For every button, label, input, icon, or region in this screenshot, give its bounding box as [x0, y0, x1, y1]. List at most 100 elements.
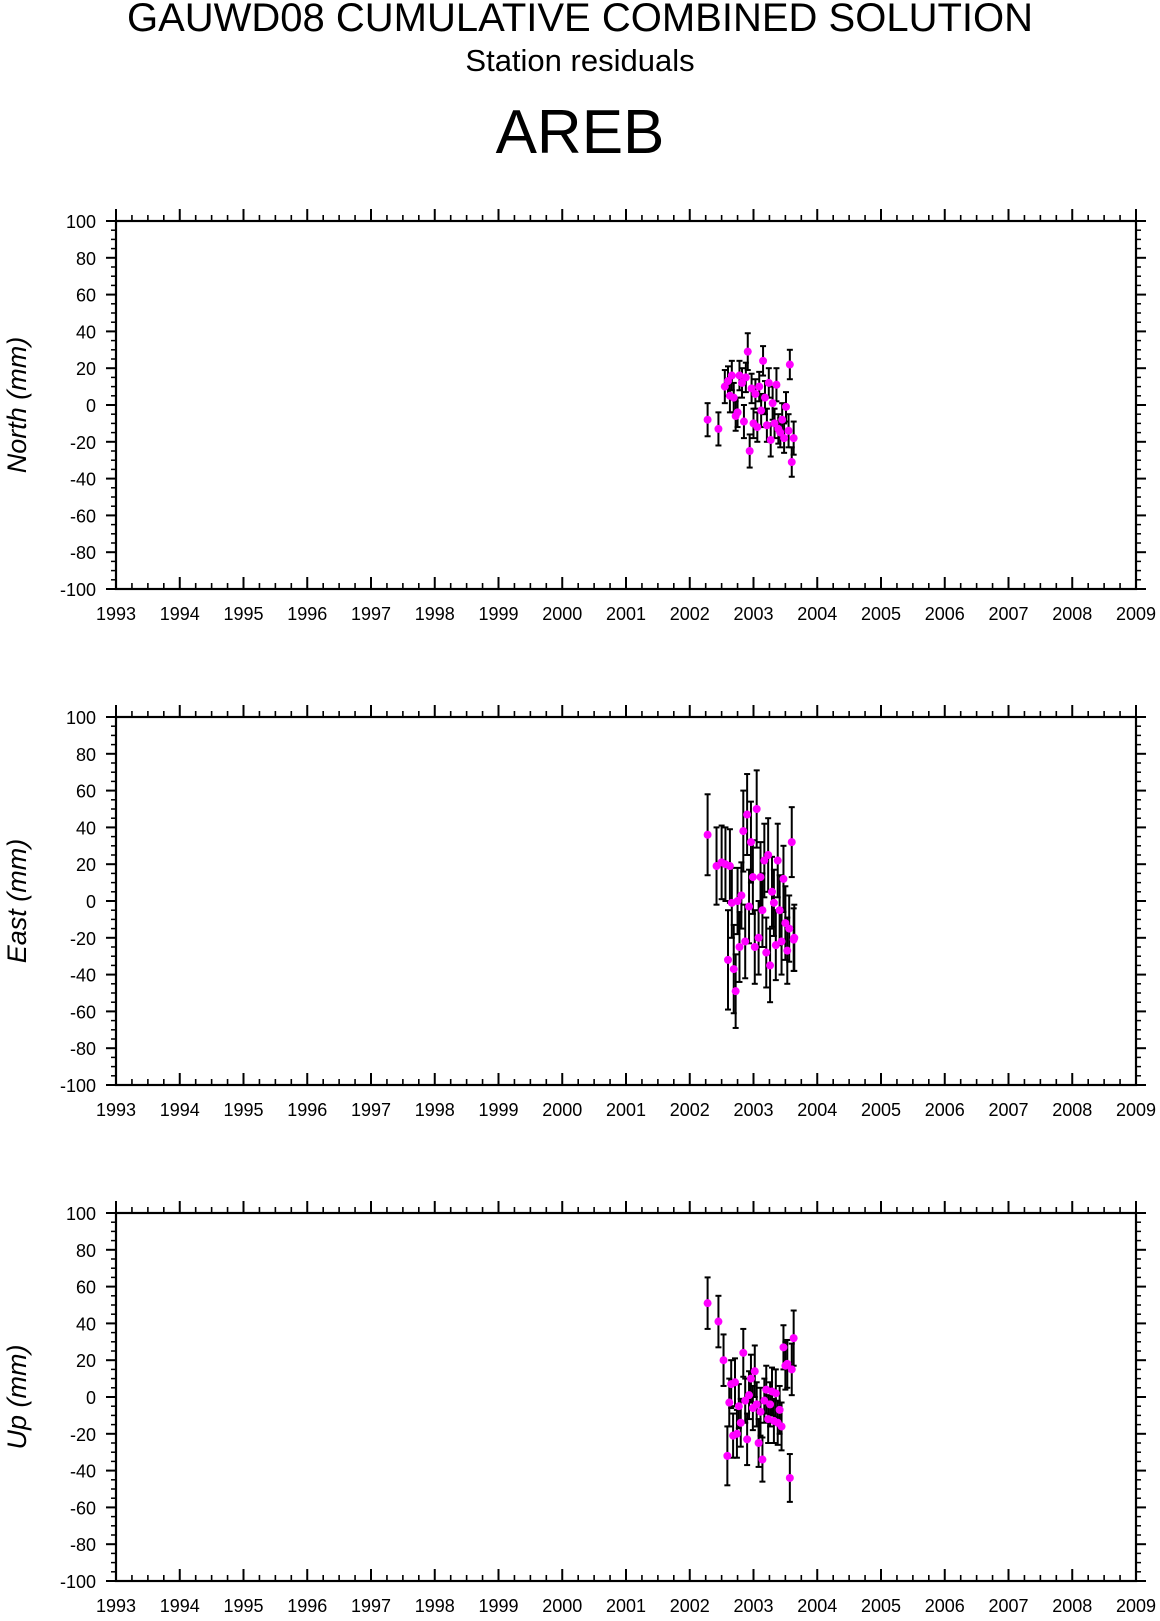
x-tick-label: 1998 [415, 1596, 455, 1616]
data-point [735, 371, 744, 380]
page-title: GAUWD08 CUMULATIVE COMBINED SOLUTION [126, 0, 1034, 40]
x-tick-label: 2003 [733, 1100, 773, 1120]
data-point [789, 434, 798, 443]
y-tick-label: 60 [76, 1278, 96, 1298]
data-point [734, 1402, 743, 1411]
x-tick-label: 2008 [1052, 1100, 1092, 1120]
y-tick-label: -20 [70, 929, 96, 949]
x-tick-label: 1999 [478, 1596, 518, 1616]
page-subtitle: Station residuals [465, 43, 695, 78]
y-tick-label: -80 [70, 1535, 96, 1555]
data-point [723, 1451, 732, 1460]
y-tick-label: -60 [70, 1498, 96, 1518]
data-point [741, 373, 750, 382]
data-point [757, 406, 766, 415]
data-point [768, 399, 777, 408]
data-point [746, 838, 755, 847]
x-tick-label: 1996 [287, 1100, 327, 1120]
data-point [745, 447, 754, 455]
y-tick-label: 80 [76, 249, 96, 269]
data-point [758, 1455, 767, 1464]
x-tick-label: 2009 [1116, 1596, 1156, 1616]
x-tick-label: 1997 [351, 1596, 391, 1616]
data-point [743, 347, 752, 356]
y-tick-label: 20 [76, 1351, 96, 1371]
x-tick-label: 2002 [670, 1100, 710, 1120]
x-tick-label: 2000 [542, 1596, 582, 1616]
data-point [756, 1407, 765, 1416]
data-point [787, 458, 796, 467]
data-point [771, 941, 780, 950]
data-point [703, 415, 712, 424]
x-tick-label: 1996 [287, 604, 327, 624]
plot-frame [114, 1211, 1138, 1583]
y-tick-label: 0 [86, 892, 96, 912]
data-point [739, 1348, 748, 1357]
data-point [758, 906, 767, 915]
x-tick-label: 1997 [351, 604, 391, 624]
x-tick-label: 2005 [861, 1596, 901, 1616]
data-point [779, 874, 788, 883]
data-point [764, 378, 773, 387]
data-point [724, 955, 732, 964]
data-point [766, 435, 775, 444]
x-tick-label: 2005 [861, 604, 901, 624]
y-tick-label: 20 [76, 855, 96, 875]
data-point [739, 417, 748, 426]
x-tick-label: 1999 [478, 1100, 518, 1120]
panel-1: 1993 1994 1995 1996 1997 1998 1999 2000 2001 2002… [2, 209, 1156, 624]
y-tick-label: 80 [76, 745, 96, 765]
data-point [755, 382, 764, 391]
y-tick-label: -100 [60, 580, 96, 600]
data-point [767, 887, 776, 896]
y-tick-label: -80 [70, 543, 96, 563]
data-point [778, 415, 787, 424]
x-tick-label: 2001 [606, 604, 646, 624]
data-point [703, 830, 712, 839]
data-point [784, 426, 793, 435]
data-point [775, 1405, 784, 1414]
data-point [775, 906, 784, 915]
x-tick-label: 2003 [733, 604, 773, 624]
panel-2: 1993 1994 1995 1996 1997 1998 1999 2000 2001 2002… [2, 705, 1156, 1120]
y-axis-label: North (mm) [2, 337, 32, 474]
data-point [725, 862, 734, 871]
x-tick-label: 1995 [223, 604, 263, 624]
data-point [703, 1299, 712, 1308]
data-point [754, 933, 763, 942]
data-point [733, 408, 742, 417]
data-point [785, 360, 794, 369]
data-point [731, 1378, 740, 1387]
y-tick-label: -40 [70, 470, 96, 490]
data-point [752, 1400, 761, 1409]
y-tick-label: -60 [70, 506, 96, 526]
x-tick-label: 2006 [925, 1596, 965, 1616]
plot-frame [114, 715, 1138, 1087]
x-tick-label: 2005 [861, 1100, 901, 1120]
data-point [766, 1400, 775, 1409]
y-tick-label: 60 [76, 782, 96, 802]
y-axis-label: East (mm) [2, 839, 32, 964]
data-point [748, 873, 757, 882]
x-tick-label: 1995 [223, 1100, 263, 1120]
data-point [714, 1317, 723, 1326]
y-tick-label: -100 [60, 1572, 96, 1592]
x-tick-label: 1993 [96, 1100, 136, 1120]
x-tick-label: 2006 [925, 1100, 965, 1120]
data-point [725, 1398, 734, 1407]
x-tick-label: 2001 [606, 1100, 646, 1120]
data-point [753, 423, 762, 432]
data-point [729, 393, 738, 402]
x-tick-label: 1993 [96, 1596, 136, 1616]
y-tick-label: -80 [70, 1039, 96, 1059]
data-point [760, 393, 769, 402]
y-tick-label: 60 [76, 286, 96, 306]
x-tick-label: 2009 [1116, 604, 1156, 624]
data-point [787, 838, 796, 847]
data-point [727, 371, 736, 380]
x-tick-label: 1996 [287, 1596, 327, 1616]
panel-3: 1993 1994 1995 1996 1997 1998 1999 2000 2001 2002… [2, 1201, 1156, 1616]
x-tick-label: 2008 [1052, 1596, 1092, 1616]
data-point [731, 987, 740, 996]
x-tick-label: 2001 [606, 1596, 646, 1616]
